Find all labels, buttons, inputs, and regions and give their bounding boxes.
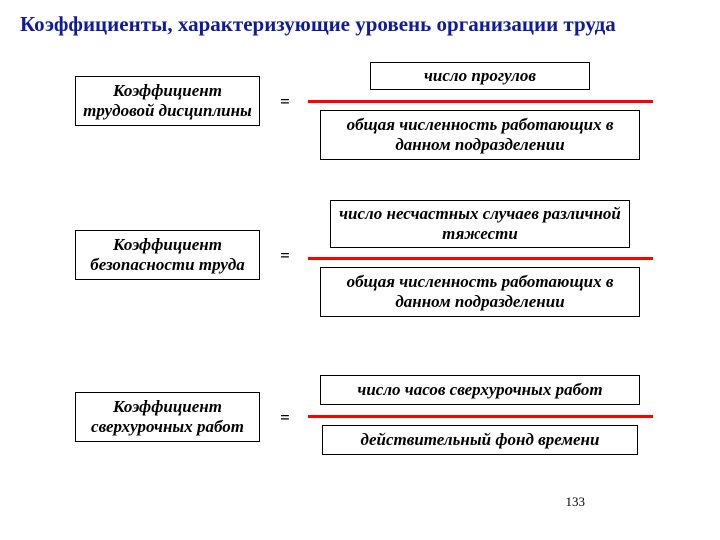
page-number: 133 — [566, 494, 586, 510]
numerator-box-0: число прогулов — [370, 62, 590, 90]
denominator-box-0: общая численность работающих в данном по… — [320, 110, 640, 160]
coefficient-box-0: Коэффициент трудовой дисциплины — [75, 76, 260, 126]
fraction-line-0 — [308, 100, 653, 103]
fraction-line-2 — [308, 415, 653, 418]
denominator-box-1: общая численность работающих в данном по… — [320, 267, 640, 317]
denominator-box-2: действительный фонд времени — [322, 425, 638, 455]
equals-sign-1: = — [275, 246, 295, 266]
coefficient-box-1: Коэффициент безопасности труда — [75, 230, 260, 280]
page-title: Коэффициенты, характеризующие уровень ор… — [20, 12, 616, 37]
fraction-line-1 — [308, 257, 653, 260]
coefficient-box-2: Коэффициент сверхурочных работ — [75, 392, 260, 442]
equals-sign-0: = — [275, 92, 295, 112]
equals-sign-2: = — [275, 408, 295, 428]
numerator-box-2: число часов сверхурочных работ — [320, 375, 640, 405]
numerator-box-1: число несчастных случаев различной тяжес… — [330, 200, 630, 248]
